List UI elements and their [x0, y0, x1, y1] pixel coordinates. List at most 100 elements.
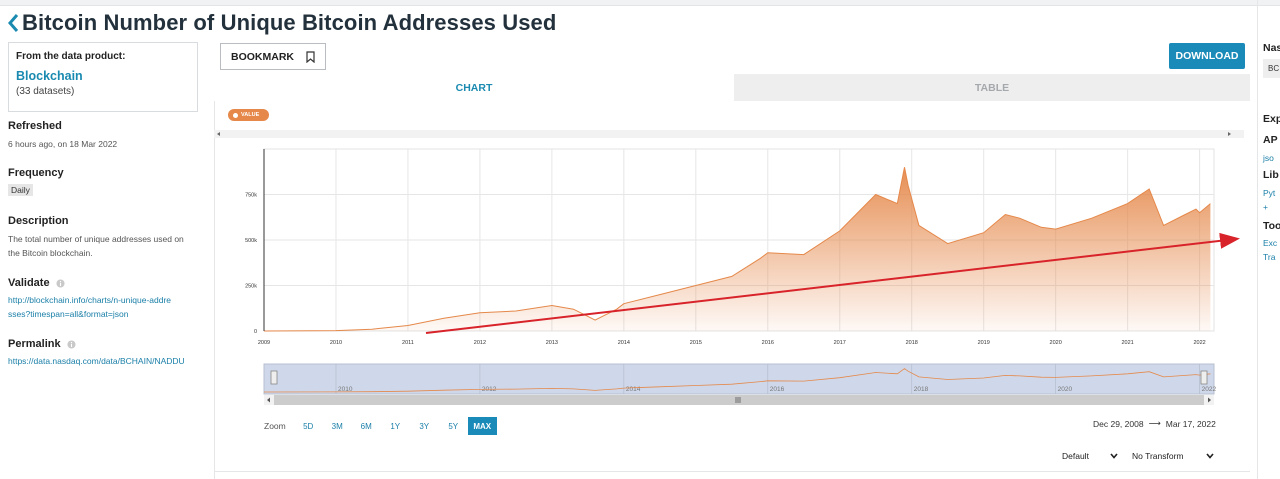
range-to-input[interactable]: Mar 17, 2022: [1165, 418, 1216, 429]
navigator-tick-label: 2022: [1202, 386, 1217, 393]
chevron-down-icon: [1206, 453, 1214, 459]
validate-heading: Validate: [8, 277, 173, 289]
navigator-right-handle[interactable]: [1200, 370, 1208, 385]
frequency-select[interactable]: Default: [1062, 449, 1118, 463]
info-icon[interactable]: [56, 278, 65, 288]
chart-panel: [214, 101, 1250, 479]
permalink-link[interactable]: https://data.nasdaq.com/data/BCHAIN/NADD…: [8, 356, 185, 366]
tab-table[interactable]: TABLE: [734, 74, 1250, 101]
refreshed-section: Refreshed 6 hours ago, on 18 Mar 2022: [8, 120, 208, 151]
navigator-tick-label: 2014: [626, 386, 641, 393]
excel-link[interactable]: Exc: [1263, 238, 1278, 248]
x-tick-label: 2013: [546, 340, 558, 346]
tab-chart[interactable]: CHART: [455, 81, 493, 94]
transform-select[interactable]: No Transform: [1132, 449, 1214, 463]
bookmark-icon: [306, 50, 315, 63]
navigator-tick-label: 2018: [914, 386, 929, 393]
x-tick-label: 2012: [474, 340, 486, 346]
top-border: [0, 0, 1280, 6]
series-toggle-label: VALUE: [241, 112, 260, 118]
x-tick-label: 2016: [762, 340, 774, 346]
top-scroll-track[interactable]: [214, 130, 1244, 138]
refreshed-value: 6 hours ago, on 18 Mar 2022: [8, 139, 118, 149]
x-tick-label: 2010: [330, 340, 342, 346]
series-toggle-value[interactable]: VALUE: [228, 109, 269, 121]
download-button[interactable]: DOWNLOAD: [1169, 43, 1245, 69]
chart-area[interactable]: 0 250k 500k 750k 2009 2010 2011 2012 2013 2014 20…: [214, 128, 1244, 410]
description-text: The total number of unique addresses use…: [8, 234, 184, 258]
range-from-input[interactable]: Dec 29, 2008: [1093, 418, 1144, 429]
zoom-label: Zoom: [264, 421, 286, 431]
x-tick-label: 2020: [1050, 340, 1062, 346]
description-section: Description The total number of unique a…: [8, 215, 193, 260]
permalink-heading-label: Permalink: [8, 338, 61, 350]
navigator-left-handle[interactable]: [270, 370, 278, 385]
zoom-5y-button[interactable]: 5Y: [448, 421, 459, 431]
range-arrow-icon: ⟶: [1148, 418, 1161, 428]
navigator-series-line: [263, 368, 1211, 393]
python-link[interactable]: Pyt: [1263, 188, 1276, 198]
zoom-6m-button[interactable]: 6M: [360, 421, 372, 431]
series-area: [264, 167, 1211, 331]
transform-select-value: No Transform: [1132, 451, 1184, 461]
navigator-scroll-thumb[interactable]: [274, 395, 1204, 405]
zoom-5d-button[interactable]: 5D: [303, 421, 314, 431]
bookmark-label: BOOKMARK: [231, 50, 294, 63]
y-tick-label: 250k: [245, 284, 257, 290]
validate-heading-label: Validate: [8, 277, 50, 289]
scroll-left-icon[interactable]: [217, 132, 220, 136]
permalink-heading: Permalink: [8, 338, 208, 350]
y-tick-label: 500k: [245, 238, 257, 244]
validate-link[interactable]: http://blockchain.info/charts/n-unique-a…: [8, 295, 172, 319]
series-dot-icon: [233, 112, 238, 118]
right-heading: Nas: [1263, 42, 1280, 54]
zoom-3m-button[interactable]: 3M: [331, 421, 343, 431]
x-tick-label: 2022: [1193, 340, 1205, 346]
api-heading: AP: [1263, 134, 1278, 146]
x-tick-label: 2014: [618, 340, 630, 346]
x-tick-label: 2021: [1122, 340, 1134, 346]
x-tick-label: 2017: [834, 340, 846, 346]
navigator-tick-label: 2016: [770, 386, 785, 393]
navigator-scroll-right-icon[interactable]: [1208, 397, 1211, 403]
x-tick-label: 2019: [978, 340, 990, 346]
x-tick-label: 2011: [402, 340, 414, 346]
tradingview-link[interactable]: Tra: [1263, 252, 1276, 262]
page-title: Bitcoin Number of Unique Bitcoin Address…: [22, 10, 557, 35]
zoom-3y-button[interactable]: 3Y: [419, 421, 430, 431]
y-tick-label: 750k: [245, 193, 257, 199]
zoom-controls: Zoom 5D 3M 6M 1Y 3Y 5Y MAX: [264, 417, 497, 435]
date-range: Dec 29, 2008 ⟶ Mar 17, 2022: [1093, 418, 1216, 429]
frequency-heading: Frequency: [8, 167, 64, 179]
bookmark-button[interactable]: BOOKMARK: [220, 43, 326, 70]
zoom-max-button[interactable]: MAX: [467, 417, 497, 435]
navigator-tick-label: 2020: [1058, 386, 1073, 393]
x-tick-label: 2015: [690, 340, 702, 346]
api-json-link[interactable]: jso: [1263, 153, 1274, 163]
refreshed-heading: Refreshed: [8, 120, 62, 132]
x-tick-label: 2009: [258, 340, 270, 346]
title-row: Bitcoin Number of Unique Bitcoin Address…: [6, 8, 556, 38]
permalink-section: Permalink https://data.nasdaq.com/data/B…: [8, 338, 208, 368]
info-icon[interactable]: [67, 339, 76, 349]
data-product-box: From the data product: Blockchain (33 da…: [8, 42, 198, 112]
panel-divider: [214, 471, 1250, 472]
export-heading: Exp: [1263, 113, 1280, 125]
chevron-down-icon: [1110, 453, 1118, 459]
zoom-1y-button[interactable]: 1Y: [390, 421, 401, 431]
dataset-code-box: BC: [1263, 59, 1280, 78]
product-label: From the data product:: [16, 51, 126, 62]
scroll-right-icon[interactable]: [1228, 132, 1231, 136]
navigator-scroll-left-icon[interactable]: [267, 397, 270, 403]
x-tick-label: 2018: [906, 340, 918, 346]
right-panel: Nas BC Exp AP jso Lib Pyt + Too Exc Tra: [1257, 0, 1280, 479]
trend-annotation-arrow: [425, 232, 1240, 334]
more-libraries-link[interactable]: +: [1263, 202, 1268, 212]
libraries-heading: Lib: [1263, 169, 1279, 181]
product-count: (33 datasets): [16, 86, 75, 97]
y-tick-label: 0: [254, 329, 257, 335]
navigator-grip-icon: [735, 397, 741, 403]
navigator-tick-label: 2010: [338, 386, 353, 393]
chevron-left-icon[interactable]: [6, 12, 20, 34]
product-link[interactable]: Blockchain: [16, 69, 83, 83]
